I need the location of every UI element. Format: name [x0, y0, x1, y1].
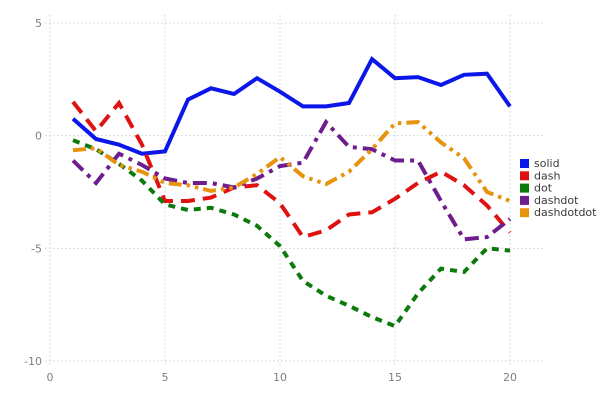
- legend-swatch-solid: [520, 159, 529, 168]
- x-axis-tick-label: 5: [162, 371, 169, 384]
- series-line-dash: [71, 99, 512, 240]
- legend-swatch-dash: [520, 171, 529, 181]
- x-axis-tick-label: 10: [273, 371, 287, 384]
- legend-label-dash: dash: [534, 169, 560, 182]
- x-axis-tick-label: 0: [47, 371, 54, 384]
- legend-swatch-dashdotdot: [520, 208, 529, 218]
- legend-label-dashdot: dashdot: [534, 194, 579, 207]
- legend-swatch-dot: [520, 183, 529, 193]
- y-axis-tick-label: -5: [31, 242, 42, 255]
- series-line-dashdotdot: [72, 120, 511, 203]
- legend-label-solid: solid: [534, 157, 560, 170]
- legend-swatch-dashdot: [520, 195, 529, 205]
- series-line-dot: [72, 138, 511, 329]
- legend-label-dashdotdot: dashdotdot: [534, 206, 597, 219]
- y-axis-tick-label: 0: [35, 130, 42, 143]
- x-axis-tick-label: 20: [503, 371, 517, 384]
- x-axis-tick-label: 15: [388, 371, 402, 384]
- series-line-solid: [71, 55, 512, 156]
- y-axis-tick-label: 5: [35, 17, 42, 30]
- series-line-dashdot: [71, 118, 512, 242]
- y-axis-tick-label: -10: [24, 355, 42, 368]
- legend-label-dot: dot: [534, 182, 553, 195]
